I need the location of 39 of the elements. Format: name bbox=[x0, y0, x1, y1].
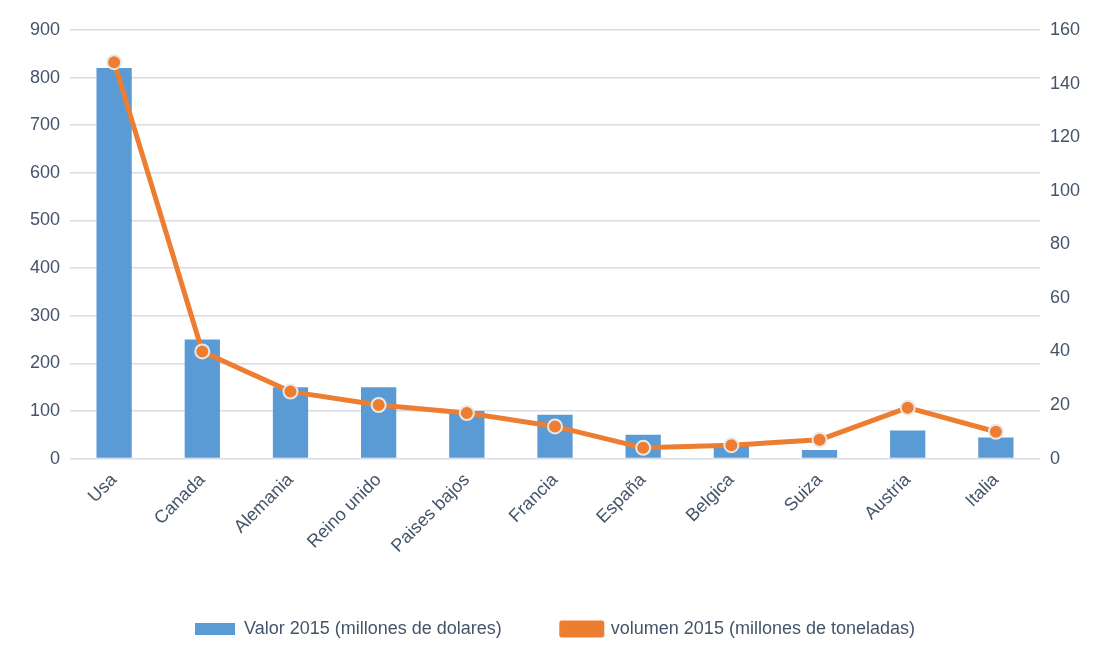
point bbox=[723, 437, 740, 454]
y-tick-label: 300 bbox=[29, 304, 61, 325]
y-tick-label: 0 bbox=[50, 447, 61, 468]
y2-tick-label: 160 bbox=[1049, 18, 1081, 39]
bar bbox=[978, 437, 1014, 458]
point bbox=[282, 383, 299, 400]
y2-tick-label: 60 bbox=[1049, 286, 1070, 307]
point bbox=[899, 399, 916, 416]
y2-tick-label: 140 bbox=[1049, 72, 1081, 93]
bar bbox=[184, 339, 220, 458]
legend-label: Valor 2015 (millones de dolares) bbox=[244, 617, 502, 638]
point bbox=[370, 396, 387, 413]
bar bbox=[890, 430, 926, 458]
x-tick-label: Italia bbox=[961, 468, 1003, 511]
y2-tick-label: 20 bbox=[1049, 393, 1070, 414]
y-tick-label: 500 bbox=[29, 209, 61, 230]
bar bbox=[801, 449, 838, 458]
bar bbox=[272, 387, 309, 458]
y-tick-label: 600 bbox=[29, 161, 61, 182]
point bbox=[194, 343, 211, 360]
y2-tick-label: 100 bbox=[1049, 179, 1081, 200]
y-tick-label: 700 bbox=[29, 114, 61, 135]
bar bbox=[96, 68, 132, 458]
y-tick-label: 200 bbox=[29, 352, 61, 373]
y2-tick-label: 80 bbox=[1049, 233, 1070, 254]
y-tick-label: 400 bbox=[29, 257, 61, 278]
point bbox=[987, 423, 1004, 440]
y2-tick-label: 120 bbox=[1049, 126, 1081, 147]
y-tick-label: 900 bbox=[29, 18, 61, 39]
point bbox=[106, 54, 123, 71]
y-tick-label: 800 bbox=[29, 66, 61, 87]
point bbox=[811, 431, 828, 448]
x-tick-label: Usa bbox=[83, 468, 122, 507]
legend-label: volumen 2015 (millones de toneladas) bbox=[610, 617, 915, 638]
y2-tick-label: 40 bbox=[1049, 340, 1070, 361]
point bbox=[458, 405, 475, 422]
point bbox=[547, 418, 563, 435]
y2-tick-label: 0 bbox=[1049, 447, 1060, 468]
y-tick-label: 100 bbox=[29, 399, 61, 420]
